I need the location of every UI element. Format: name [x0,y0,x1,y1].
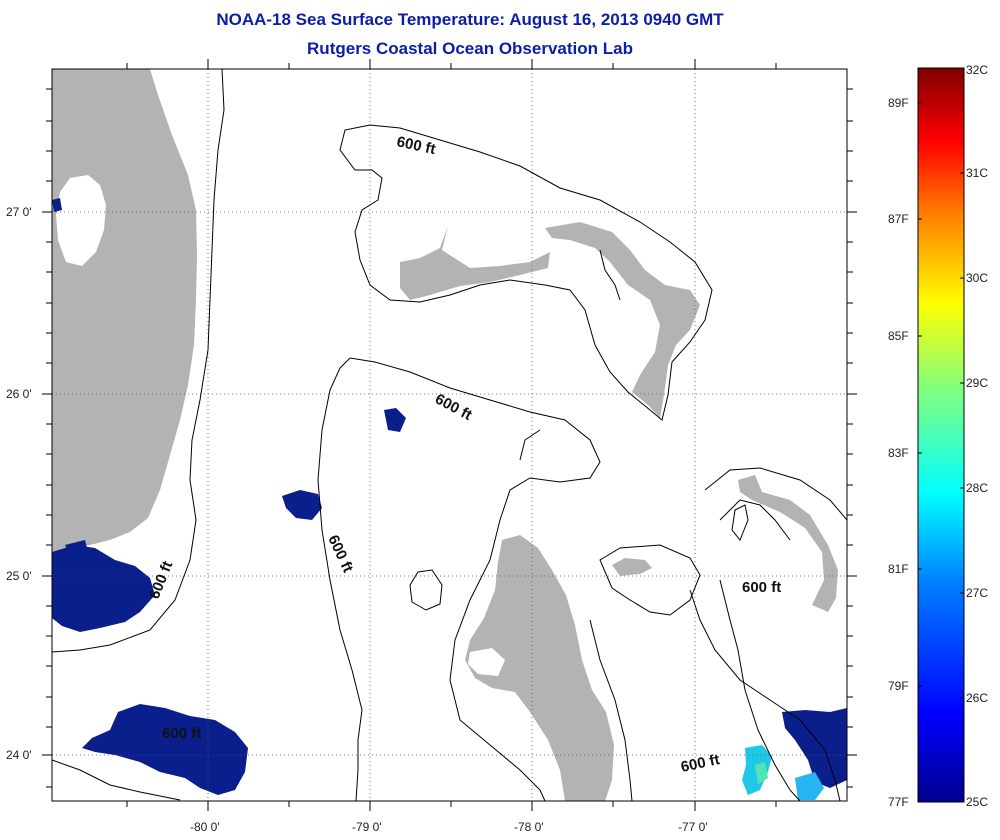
celsius-label: 31C [966,166,988,180]
contour-label: 600 ft [162,725,201,742]
celsius-label: 28C [966,481,988,495]
fahrenheit-label: 77F [888,795,909,809]
lat-label: 24 0' [6,748,32,762]
lat-label: 27 0' [6,205,32,219]
contour-label: 600 ft [742,579,781,596]
lat-label: 25 0' [6,569,32,583]
depth-contours [52,69,847,801]
celsius-label: 29C [966,376,988,390]
eleuthera-land [738,475,838,612]
fahrenheit-label: 87F [888,212,909,226]
lon-label: -80 0' [190,820,220,834]
celsius-label: 32C [966,63,988,77]
andros-land [465,535,614,801]
colorbar-ticks [918,102,964,699]
colorbar-fahrenheit-labels: 89F 87F 85F 83F 81F 79F 77F [888,96,909,809]
lat-label: 26 0' [6,387,32,401]
sst-patches [52,198,847,795]
sst-warm-patches [742,745,824,800]
celsius-label: 30C [966,271,988,285]
fahrenheit-label: 81F [888,562,909,576]
map-title: NOAA-18 Sea Surface Temperature: August … [216,10,724,29]
lon-label: -78 0' [514,820,544,834]
new-providence-land [612,558,652,576]
colorbar [917,67,965,803]
abaco-land [545,222,700,418]
celsius-label: 27C [966,586,988,600]
celsius-label: 26C [966,691,988,705]
map-subtitle: Rutgers Coastal Ocean Observation Lab [307,39,633,58]
andros-white-patch [468,648,505,676]
lon-labels: -80 0' -79 0' -78 0' -77 0' [190,820,708,834]
fahrenheit-label: 79F [888,679,909,693]
lon-label: -77 0' [678,820,708,834]
fahrenheit-label: 85F [888,329,909,343]
fahrenheit-label: 89F [888,96,909,110]
colorbar-celsius-labels: 32C 31C 30C 29C 28C 27C 26C 25C [966,63,988,809]
lake-okeechobee [56,175,106,266]
axis-ticks [42,59,857,811]
grand-bahama-land [400,226,550,300]
lat-labels: 27 0' 26 0' 25 0' 24 0' [6,205,32,762]
fahrenheit-label: 83F [888,446,909,460]
lon-label: -79 0' [352,820,382,834]
map-frame [51,68,848,802]
celsius-label: 25C [966,795,988,809]
